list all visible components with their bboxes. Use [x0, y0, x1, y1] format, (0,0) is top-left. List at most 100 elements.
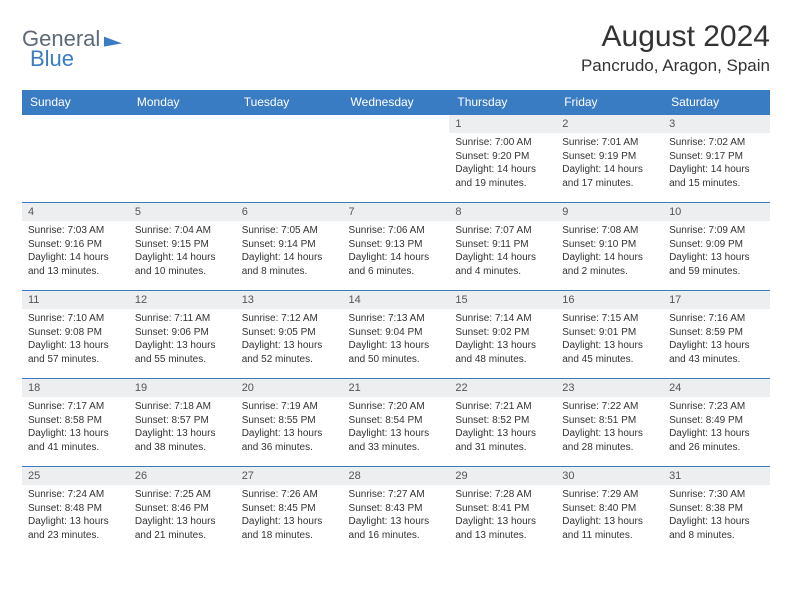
daylight-text: Daylight: 13 hours and 11 minutes.	[562, 515, 657, 542]
calendar-day-cell: 28Sunrise: 7:27 AMSunset: 8:43 PMDayligh…	[343, 467, 450, 555]
calendar-day-cell	[236, 115, 343, 203]
logo-triangle-icon	[104, 33, 122, 46]
sunrise-text: Sunrise: 7:12 AM	[242, 312, 337, 326]
calendar-day-cell: 25Sunrise: 7:24 AMSunset: 8:48 PMDayligh…	[22, 467, 129, 555]
calendar-day-cell: 6Sunrise: 7:05 AMSunset: 9:14 PMDaylight…	[236, 203, 343, 291]
day-details: Sunrise: 7:22 AMSunset: 8:51 PMDaylight:…	[556, 397, 663, 458]
day-number: 31	[663, 467, 770, 485]
daylight-text: Daylight: 13 hours and 41 minutes.	[28, 427, 123, 454]
day-details: Sunrise: 7:26 AMSunset: 8:45 PMDaylight:…	[236, 485, 343, 546]
sunset-text: Sunset: 8:48 PM	[28, 502, 123, 516]
sunset-text: Sunset: 9:13 PM	[349, 238, 444, 252]
day-details: Sunrise: 7:30 AMSunset: 8:38 PMDaylight:…	[663, 485, 770, 546]
calendar-head: SundayMondayTuesdayWednesdayThursdayFrid…	[22, 90, 770, 115]
calendar-day-cell: 20Sunrise: 7:19 AMSunset: 8:55 PMDayligh…	[236, 379, 343, 467]
calendar-day-cell: 7Sunrise: 7:06 AMSunset: 9:13 PMDaylight…	[343, 203, 450, 291]
day-number: 7	[343, 203, 450, 221]
daylight-text: Daylight: 14 hours and 15 minutes.	[669, 163, 764, 190]
sunrise-text: Sunrise: 7:13 AM	[349, 312, 444, 326]
sunset-text: Sunset: 8:51 PM	[562, 414, 657, 428]
day-details: Sunrise: 7:08 AMSunset: 9:10 PMDaylight:…	[556, 221, 663, 282]
sunrise-text: Sunrise: 7:21 AM	[455, 400, 550, 414]
sunset-text: Sunset: 9:11 PM	[455, 238, 550, 252]
day-details: Sunrise: 7:17 AMSunset: 8:58 PMDaylight:…	[22, 397, 129, 458]
calendar-day-cell: 3Sunrise: 7:02 AMSunset: 9:17 PMDaylight…	[663, 115, 770, 203]
sunset-text: Sunset: 8:41 PM	[455, 502, 550, 516]
calendar-body: 1Sunrise: 7:00 AMSunset: 9:20 PMDaylight…	[22, 115, 770, 555]
daylight-text: Daylight: 14 hours and 19 minutes.	[455, 163, 550, 190]
daylight-text: Daylight: 13 hours and 31 minutes.	[455, 427, 550, 454]
calendar-day-cell: 16Sunrise: 7:15 AMSunset: 9:01 PMDayligh…	[556, 291, 663, 379]
calendar-day-cell: 30Sunrise: 7:29 AMSunset: 8:40 PMDayligh…	[556, 467, 663, 555]
day-details: Sunrise: 7:01 AMSunset: 9:19 PMDaylight:…	[556, 133, 663, 194]
calendar-day-cell: 15Sunrise: 7:14 AMSunset: 9:02 PMDayligh…	[449, 291, 556, 379]
sunrise-text: Sunrise: 7:15 AM	[562, 312, 657, 326]
day-number: 3	[663, 115, 770, 133]
day-details: Sunrise: 7:06 AMSunset: 9:13 PMDaylight:…	[343, 221, 450, 282]
daylight-text: Daylight: 13 hours and 59 minutes.	[669, 251, 764, 278]
day-number: 14	[343, 291, 450, 309]
sunrise-text: Sunrise: 7:00 AM	[455, 136, 550, 150]
sunrise-text: Sunrise: 7:24 AM	[28, 488, 123, 502]
day-number: 4	[22, 203, 129, 221]
sunset-text: Sunset: 8:38 PM	[669, 502, 764, 516]
sunset-text: Sunset: 9:09 PM	[669, 238, 764, 252]
sunset-text: Sunset: 9:06 PM	[135, 326, 230, 340]
day-number: 24	[663, 379, 770, 397]
sunrise-text: Sunrise: 7:04 AM	[135, 224, 230, 238]
calendar-day-cell: 31Sunrise: 7:30 AMSunset: 8:38 PMDayligh…	[663, 467, 770, 555]
daylight-text: Daylight: 13 hours and 8 minutes.	[669, 515, 764, 542]
sunset-text: Sunset: 8:54 PM	[349, 414, 444, 428]
day-number: 15	[449, 291, 556, 309]
sunset-text: Sunset: 8:57 PM	[135, 414, 230, 428]
calendar-day-cell: 24Sunrise: 7:23 AMSunset: 8:49 PMDayligh…	[663, 379, 770, 467]
sunset-text: Sunset: 8:43 PM	[349, 502, 444, 516]
day-number: 9	[556, 203, 663, 221]
header: General August 2024 Pancrudo, Aragon, Sp…	[22, 20, 770, 76]
day-number: 6	[236, 203, 343, 221]
sunset-text: Sunset: 9:05 PM	[242, 326, 337, 340]
sunset-text: Sunset: 9:08 PM	[28, 326, 123, 340]
calendar-day-cell	[22, 115, 129, 203]
day-details: Sunrise: 7:27 AMSunset: 8:43 PMDaylight:…	[343, 485, 450, 546]
sunset-text: Sunset: 9:01 PM	[562, 326, 657, 340]
daylight-text: Daylight: 14 hours and 13 minutes.	[28, 251, 123, 278]
daylight-text: Daylight: 14 hours and 10 minutes.	[135, 251, 230, 278]
calendar-day-cell: 14Sunrise: 7:13 AMSunset: 9:04 PMDayligh…	[343, 291, 450, 379]
calendar-day-cell: 23Sunrise: 7:22 AMSunset: 8:51 PMDayligh…	[556, 379, 663, 467]
day-details: Sunrise: 7:00 AMSunset: 9:20 PMDaylight:…	[449, 133, 556, 194]
sunrise-text: Sunrise: 7:11 AM	[135, 312, 230, 326]
calendar-day-cell: 2Sunrise: 7:01 AMSunset: 9:19 PMDaylight…	[556, 115, 663, 203]
day-details: Sunrise: 7:02 AMSunset: 9:17 PMDaylight:…	[663, 133, 770, 194]
sunrise-text: Sunrise: 7:26 AM	[242, 488, 337, 502]
day-details: Sunrise: 7:28 AMSunset: 8:41 PMDaylight:…	[449, 485, 556, 546]
sunset-text: Sunset: 8:58 PM	[28, 414, 123, 428]
sunrise-text: Sunrise: 7:22 AM	[562, 400, 657, 414]
day-details: Sunrise: 7:09 AMSunset: 9:09 PMDaylight:…	[663, 221, 770, 282]
sunrise-text: Sunrise: 7:27 AM	[349, 488, 444, 502]
weekday-header: Monday	[129, 90, 236, 115]
weekday-header: Wednesday	[343, 90, 450, 115]
day-details: Sunrise: 7:04 AMSunset: 9:15 PMDaylight:…	[129, 221, 236, 282]
day-details: Sunrise: 7:24 AMSunset: 8:48 PMDaylight:…	[22, 485, 129, 546]
calendar-day-cell	[343, 115, 450, 203]
day-number: 29	[449, 467, 556, 485]
sunrise-text: Sunrise: 7:05 AM	[242, 224, 337, 238]
day-number: 25	[22, 467, 129, 485]
title-block: August 2024 Pancrudo, Aragon, Spain	[581, 20, 770, 76]
day-details: Sunrise: 7:15 AMSunset: 9:01 PMDaylight:…	[556, 309, 663, 370]
sunset-text: Sunset: 9:20 PM	[455, 150, 550, 164]
day-number: 26	[129, 467, 236, 485]
calendar-day-cell: 26Sunrise: 7:25 AMSunset: 8:46 PMDayligh…	[129, 467, 236, 555]
day-details: Sunrise: 7:25 AMSunset: 8:46 PMDaylight:…	[129, 485, 236, 546]
daylight-text: Daylight: 13 hours and 36 minutes.	[242, 427, 337, 454]
sunrise-text: Sunrise: 7:09 AM	[669, 224, 764, 238]
daylight-text: Daylight: 13 hours and 13 minutes.	[455, 515, 550, 542]
calendar-day-cell: 8Sunrise: 7:07 AMSunset: 9:11 PMDaylight…	[449, 203, 556, 291]
daylight-text: Daylight: 14 hours and 2 minutes.	[562, 251, 657, 278]
day-details: Sunrise: 7:03 AMSunset: 9:16 PMDaylight:…	[22, 221, 129, 282]
calendar-day-cell: 10Sunrise: 7:09 AMSunset: 9:09 PMDayligh…	[663, 203, 770, 291]
daylight-text: Daylight: 13 hours and 48 minutes.	[455, 339, 550, 366]
daylight-text: Daylight: 14 hours and 17 minutes.	[562, 163, 657, 190]
sunrise-text: Sunrise: 7:16 AM	[669, 312, 764, 326]
